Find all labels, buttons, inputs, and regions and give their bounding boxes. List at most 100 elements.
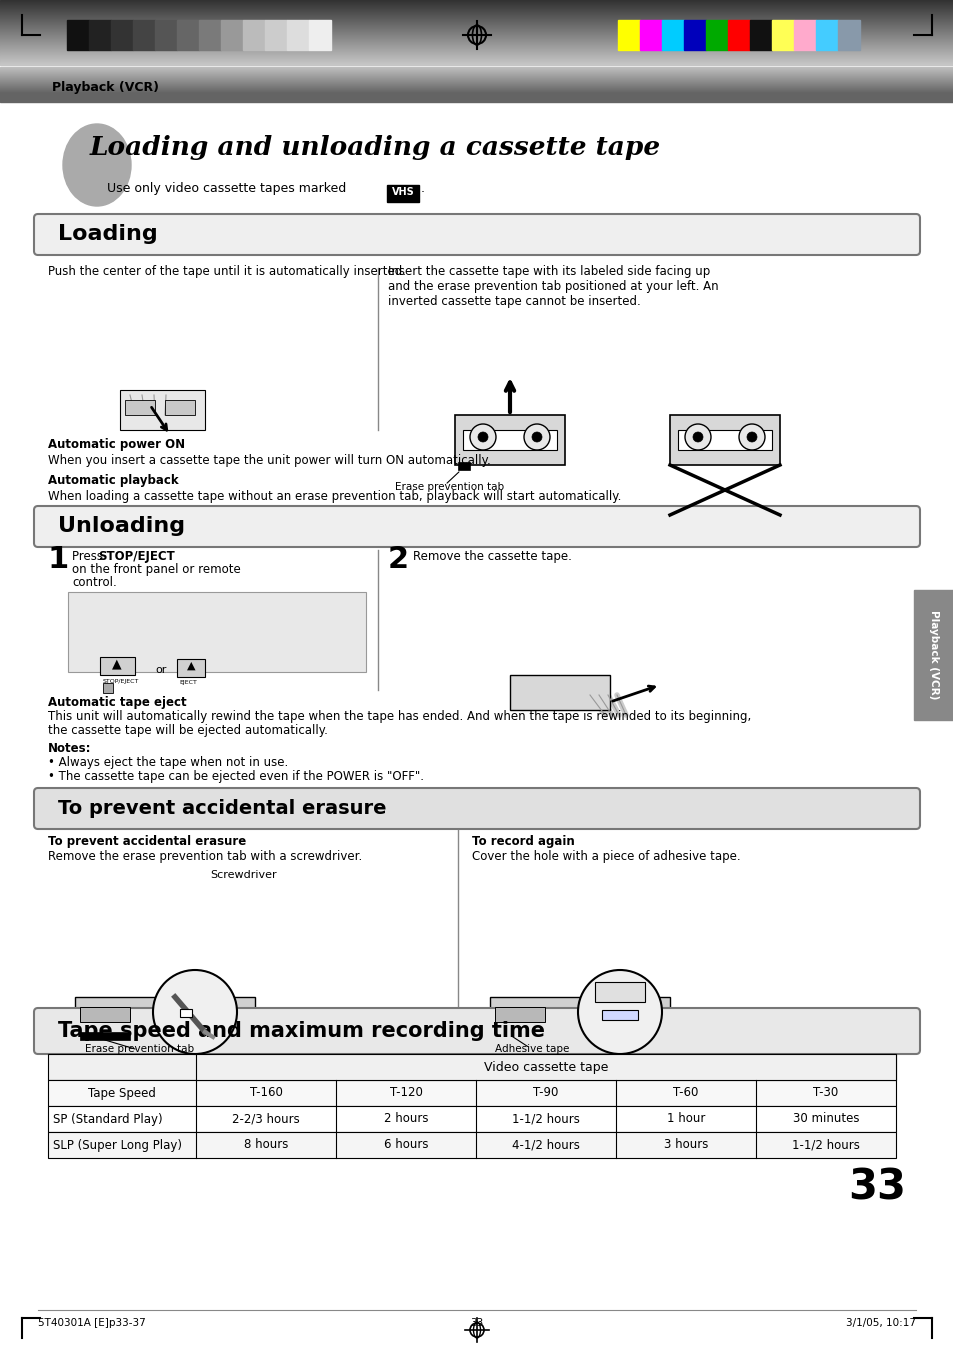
- Bar: [455, 415, 564, 465]
- Bar: [913, 590, 953, 720]
- Bar: [80, 1006, 130, 1021]
- Text: Remove the cassette tape.: Remove the cassette tape.: [413, 550, 571, 563]
- Text: STOP/EJECT: STOP/EJECT: [98, 550, 174, 563]
- Text: Push the center of the tape until it is automatically inserted.: Push the center of the tape until it is …: [48, 265, 406, 278]
- Bar: [309, 20, 331, 50]
- Bar: [48, 1106, 895, 1132]
- Bar: [89, 20, 111, 50]
- Bar: [457, 462, 470, 470]
- Text: VHS: VHS: [392, 186, 414, 197]
- Bar: [48, 1079, 895, 1106]
- Circle shape: [523, 424, 550, 450]
- Text: and the erase prevention tab positioned at your left. An: and the erase prevention tab positioned …: [388, 280, 718, 293]
- Bar: [618, 20, 639, 50]
- Text: control.: control.: [71, 576, 116, 589]
- Bar: [683, 20, 705, 50]
- Bar: [195, 1054, 895, 1079]
- Bar: [639, 20, 661, 50]
- Bar: [793, 20, 815, 50]
- Circle shape: [532, 432, 541, 442]
- Bar: [287, 20, 309, 50]
- Text: 33: 33: [470, 1319, 483, 1328]
- FancyBboxPatch shape: [34, 1008, 919, 1054]
- Bar: [462, 430, 557, 450]
- Text: Tape speed and maximum recording time: Tape speed and maximum recording time: [58, 1021, 544, 1042]
- Bar: [48, 1132, 895, 1158]
- Bar: [165, 400, 194, 415]
- Bar: [132, 20, 154, 50]
- Text: • The cassette tape can be ejected even if the POWER is "OFF".: • The cassette tape can be ejected even …: [48, 770, 423, 784]
- Text: 33: 33: [847, 1167, 905, 1209]
- Bar: [510, 676, 609, 711]
- Text: This unit will automatically rewind the tape when the tape has ended. And when t: This unit will automatically rewind the …: [48, 711, 750, 723]
- Text: When loading a cassette tape without an erase prevention tab, playback will star: When loading a cassette tape without an …: [48, 490, 620, 503]
- Text: To record again: To record again: [472, 835, 574, 848]
- Text: 1-1/2 hours: 1-1/2 hours: [512, 1112, 579, 1125]
- FancyBboxPatch shape: [34, 507, 919, 547]
- Circle shape: [746, 432, 757, 442]
- Circle shape: [477, 432, 488, 442]
- Text: SLP (Super Long Play): SLP (Super Long Play): [53, 1139, 182, 1151]
- FancyBboxPatch shape: [34, 788, 919, 830]
- Bar: [771, 20, 793, 50]
- Text: 3 hours: 3 hours: [663, 1139, 707, 1151]
- Text: 6 hours: 6 hours: [383, 1139, 428, 1151]
- Text: • Always eject the tape when not in use.: • Always eject the tape when not in use.: [48, 757, 288, 769]
- Text: Adhesive tape: Adhesive tape: [495, 1044, 569, 1054]
- Bar: [199, 20, 221, 50]
- Text: Tape Speed: Tape Speed: [88, 1086, 155, 1100]
- Text: Automatic playback: Automatic playback: [48, 474, 178, 486]
- Text: 1: 1: [48, 544, 70, 574]
- Text: SP (Standard Play): SP (Standard Play): [53, 1112, 162, 1125]
- Bar: [669, 415, 780, 465]
- Text: Screwdriver: Screwdriver: [210, 870, 276, 880]
- Text: T-160: T-160: [250, 1086, 282, 1100]
- Text: To prevent accidental erasure: To prevent accidental erasure: [58, 798, 386, 817]
- Text: Loading and unloading a cassette tape: Loading and unloading a cassette tape: [90, 135, 660, 159]
- Text: Erase prevention tab: Erase prevention tab: [395, 482, 503, 492]
- Bar: [120, 390, 205, 430]
- Text: T-120: T-120: [389, 1086, 422, 1100]
- Bar: [815, 20, 837, 50]
- Bar: [221, 20, 243, 50]
- Bar: [177, 20, 199, 50]
- Text: To prevent accidental erasure: To prevent accidental erasure: [48, 835, 246, 848]
- Bar: [125, 400, 154, 415]
- Circle shape: [152, 970, 236, 1054]
- Text: 1 hour: 1 hour: [666, 1112, 704, 1125]
- Bar: [103, 684, 112, 693]
- Text: 4-1/2 hours: 4-1/2 hours: [512, 1139, 579, 1151]
- Text: ▲: ▲: [112, 657, 122, 670]
- Bar: [180, 1009, 192, 1017]
- Bar: [749, 20, 771, 50]
- Text: T-90: T-90: [533, 1086, 558, 1100]
- Text: T-30: T-30: [813, 1086, 838, 1100]
- Bar: [490, 997, 669, 1035]
- Text: 2 hours: 2 hours: [383, 1112, 428, 1125]
- Bar: [837, 20, 859, 50]
- Text: Video cassette tape: Video cassette tape: [483, 1061, 608, 1074]
- Text: When you insert a cassette tape the unit power will turn ON automatically.: When you insert a cassette tape the unit…: [48, 454, 490, 467]
- Text: inverted cassette tape cannot be inserted.: inverted cassette tape cannot be inserte…: [388, 295, 640, 308]
- Ellipse shape: [63, 124, 131, 205]
- FancyBboxPatch shape: [34, 213, 919, 255]
- Bar: [48, 1054, 895, 1079]
- Bar: [601, 1011, 638, 1020]
- Bar: [67, 20, 89, 50]
- Bar: [177, 659, 205, 677]
- Text: .: .: [420, 182, 424, 195]
- Bar: [68, 592, 366, 671]
- Bar: [265, 20, 287, 50]
- Circle shape: [684, 424, 710, 450]
- Circle shape: [470, 424, 496, 450]
- Bar: [243, 20, 265, 50]
- Text: Notes:: Notes:: [48, 742, 91, 755]
- Text: the cassette tape will be ejected automatically.: the cassette tape will be ejected automa…: [48, 724, 328, 738]
- Text: 2-2/3 hours: 2-2/3 hours: [232, 1112, 299, 1125]
- Text: Insert the cassette tape with its labeled side facing up: Insert the cassette tape with its labele…: [388, 265, 709, 278]
- Bar: [495, 1006, 544, 1021]
- Bar: [75, 997, 254, 1035]
- Text: 5T40301A [E]p33-37: 5T40301A [E]p33-37: [38, 1319, 146, 1328]
- Bar: [595, 982, 644, 1002]
- Text: Press: Press: [71, 550, 107, 563]
